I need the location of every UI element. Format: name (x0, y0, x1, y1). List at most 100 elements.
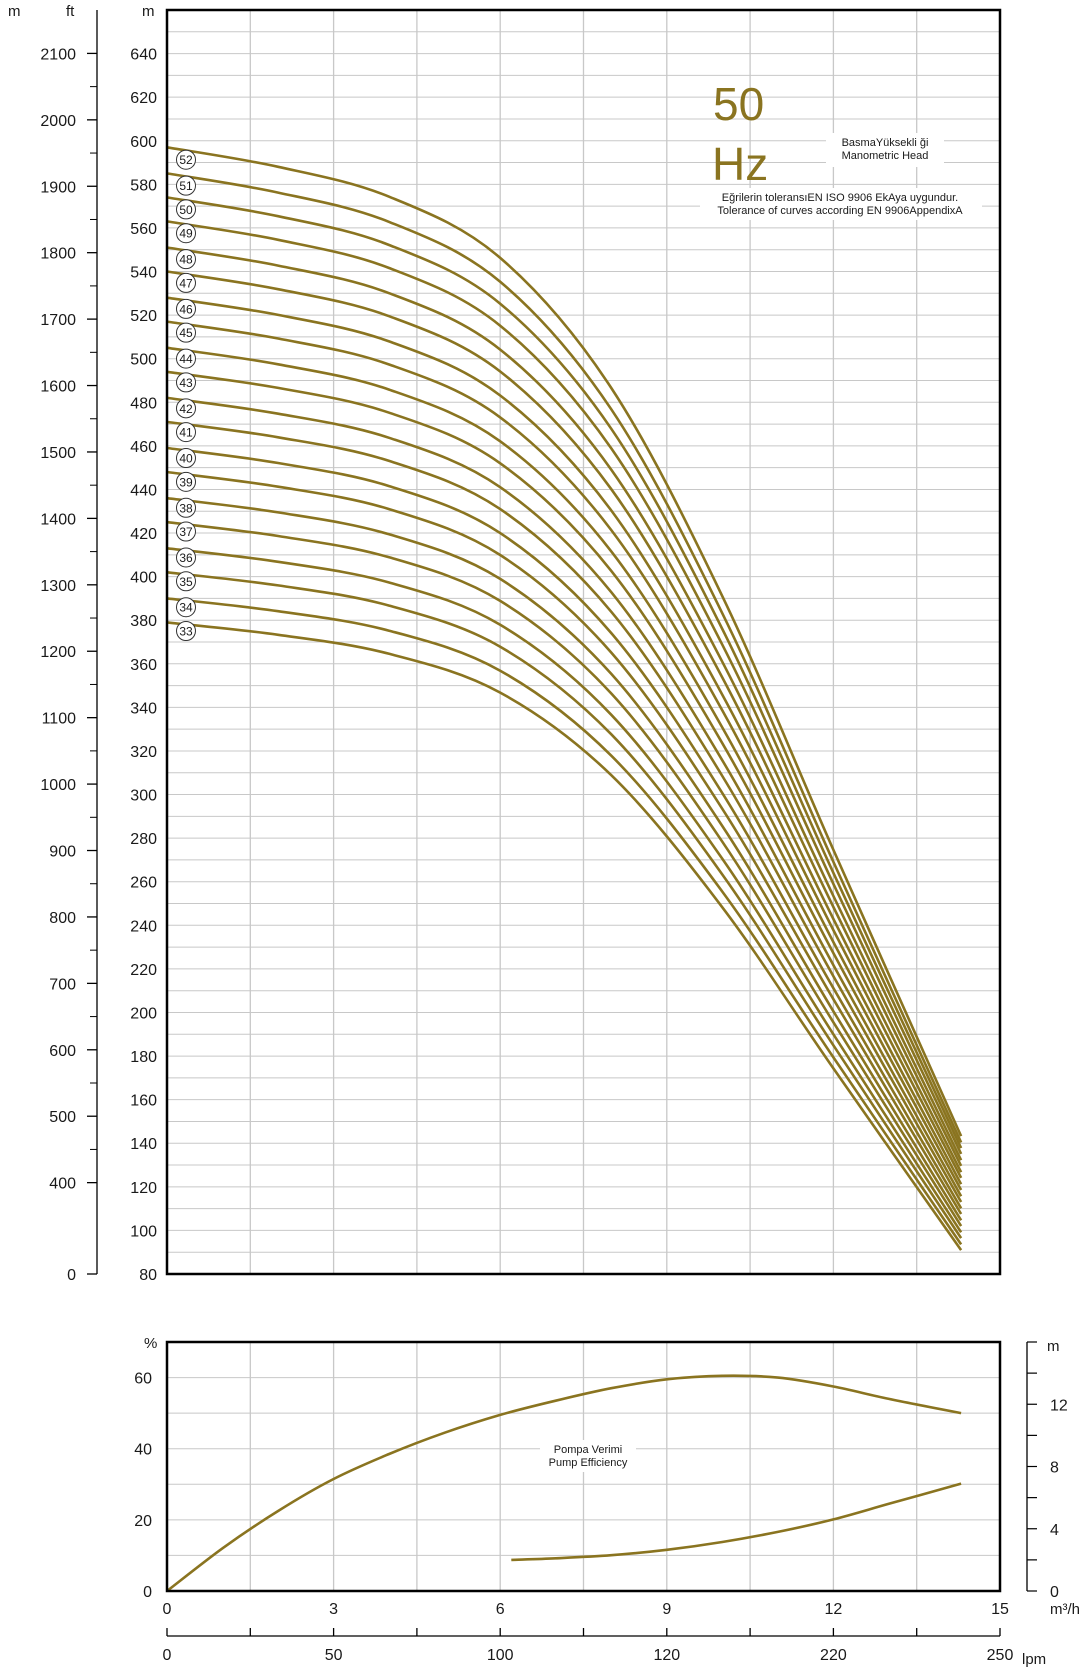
head-curve-44 (166, 346, 963, 1185)
head-curve-43 (166, 370, 963, 1191)
stage-label-circle (176, 372, 196, 393)
frequency-value: 50 (713, 78, 764, 130)
y-tick-label-ft: 1800 (40, 246, 76, 263)
y-tick-label-m: 580 (130, 177, 157, 194)
x-unit-lpm: lpm (1022, 1651, 1046, 1667)
stage-label-34: 34 (179, 601, 193, 615)
y-tick-label-ft: 1200 (40, 644, 76, 661)
stage-label-circle (176, 497, 196, 518)
y-tick-label-m: 400 (130, 570, 157, 587)
head-curve-42 (166, 396, 963, 1197)
y-tick-label-ft: 700 (49, 976, 76, 993)
stage-label-46: 46 (179, 302, 193, 316)
efficiency-label-tr: Pompa Verimi (554, 1444, 622, 1456)
stage-label-35: 35 (179, 575, 193, 589)
stage-label-circle (176, 272, 196, 293)
efficiency-label-en: Pump Efficiency (549, 1457, 628, 1469)
x-tick-label-m3h: 3 (329, 1601, 338, 1618)
y-tick-label-m: 560 (130, 221, 157, 238)
stage-label-45: 45 (179, 326, 193, 340)
left-ft-unit: ft (66, 3, 75, 20)
y-tick-label-m: 360 (130, 657, 157, 674)
y-tick-label-ft: 2100 (40, 46, 76, 63)
main-plot-frame (165, 8, 1002, 1276)
x-tick-label-m3h: 12 (825, 1601, 843, 1618)
stage-label-circle (176, 471, 196, 492)
y-tick-label-m: 600 (130, 134, 157, 151)
head-curve-50 (166, 196, 963, 1149)
y-tick-label-m: 120 (130, 1180, 157, 1197)
tolerance-label-tr: Eğrilerin toleransıEN ISO 9906 EkAya uyg… (722, 192, 958, 204)
y-tick-label-m: 380 (130, 613, 157, 630)
left-m-unit: m (8, 3, 21, 20)
stage-label-38: 38 (179, 501, 193, 515)
head-curve-33 (166, 621, 963, 1251)
stage-label-36: 36 (179, 551, 193, 565)
head-curve-48 (166, 246, 963, 1161)
eff-tick-label: 60 (134, 1371, 152, 1388)
y-tick-label-m: 260 (130, 875, 157, 892)
efficiency-label-box (540, 1440, 636, 1472)
frequency-unit: Hz (712, 138, 768, 190)
stage-label-circle (176, 298, 196, 319)
y-tick-label-m: 540 (130, 265, 157, 282)
npsh-tick-label: 0 (1050, 1584, 1059, 1601)
stage-label-circle (176, 249, 196, 270)
y-tick-label-ft: 2000 (40, 113, 76, 130)
tolerance-label-en: Tolerance of curves according EN 9906App… (717, 205, 963, 217)
y-tick-label-ft: 500 (49, 1109, 76, 1126)
efficiency-curves (166, 1374, 962, 1593)
y-tick-label-ft: 1600 (40, 379, 76, 396)
stage-label-50: 50 (179, 203, 193, 217)
y-tick-label-m: 320 (130, 744, 157, 761)
y-tick-label-m: 420 (130, 526, 157, 543)
y-tick-label-ft: 1900 (40, 179, 76, 196)
head-curve-39 (166, 470, 963, 1215)
stage-label-47: 47 (179, 276, 193, 290)
head-label-box (826, 133, 944, 167)
x-tick-label-m3h: 15 (991, 1601, 1009, 1618)
stage-label-52: 52 (179, 153, 193, 167)
stage-label-49: 49 (179, 227, 193, 241)
y-tick-label-m: 620 (130, 90, 157, 107)
y-tick-label-m: 300 (130, 788, 157, 805)
stage-label-circle (176, 223, 196, 244)
y-tick-label-ft: 600 (49, 1043, 76, 1060)
y-tick-label-ft: 1100 (42, 711, 77, 728)
stage-label-44: 44 (179, 352, 193, 366)
y-tick-label-m: 240 (130, 918, 157, 935)
stage-label-circle (176, 571, 196, 592)
y-tick-label-ft: 1400 (40, 511, 76, 528)
stage-label-circle (176, 597, 196, 618)
y-tick-label-m: 480 (130, 395, 157, 412)
head-curve-40 (166, 446, 963, 1209)
x-tick-label-lpm: 0 (163, 1647, 172, 1664)
stage-label-circle (176, 199, 196, 220)
tolerance-label-box (700, 188, 982, 220)
y-tick-label-ft: 1300 (40, 578, 76, 595)
y-tick-label-m: 520 (130, 308, 157, 325)
head-curve-47 (166, 270, 963, 1167)
x-tick-label-lpm: 120 (653, 1647, 680, 1664)
stage-label-48: 48 (179, 253, 193, 267)
stage-label-circle (176, 448, 196, 469)
y-tick-label-m: 80 (139, 1267, 157, 1284)
head-curve-52 (166, 146, 963, 1137)
y-tick-label-m: 180 (130, 1049, 157, 1066)
y-tick-label-m: 100 (130, 1223, 157, 1240)
y-tick-label-ft: 800 (49, 910, 76, 927)
stage-label-33: 33 (179, 624, 193, 638)
stage-label-circle (176, 322, 196, 343)
y-tick-label-m: 200 (130, 1005, 157, 1022)
efficiency-plot-frame (165, 1340, 1002, 1593)
pump-efficiency-curve (166, 1374, 962, 1593)
head-curve-34 (166, 597, 963, 1246)
head-curve-37 (166, 520, 963, 1227)
head-curve-51 (166, 172, 963, 1143)
head-curve-49 (166, 220, 963, 1155)
stage-label-40: 40 (179, 452, 193, 466)
y-tick-label-ft: 400 (49, 1176, 76, 1193)
stage-label-42: 42 (179, 402, 193, 416)
inner-m-unit: m (142, 3, 155, 20)
